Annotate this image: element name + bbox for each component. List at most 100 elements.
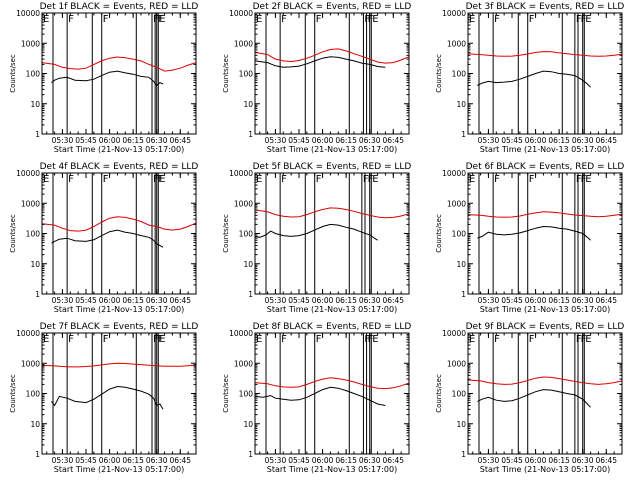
- x-tick-label: 06:15: [548, 136, 570, 145]
- series-line-events: [477, 389, 591, 408]
- x-tick-label: 05:45: [288, 296, 310, 305]
- y-axis-label: Counts/sec: [9, 374, 17, 413]
- plot-frame: [41, 332, 197, 455]
- x-tick-label: 05:45: [501, 136, 523, 145]
- x-tick-label: 06:00: [525, 456, 547, 465]
- series-line-lld: [41, 362, 197, 368]
- x-tick-label: 06:30: [572, 136, 594, 145]
- flag-label: E: [159, 14, 165, 25]
- y-tick-label: 100: [239, 70, 254, 79]
- x-tick-label: 05:45: [75, 296, 97, 305]
- x-tick-label: 05:45: [288, 136, 310, 145]
- flag-label: F: [281, 14, 287, 25]
- x-axis-label: Start Time (21-Nov-13 05:17:00): [54, 465, 184, 474]
- series-line-lld: [254, 48, 410, 64]
- y-tick-label: 1000: [447, 39, 466, 48]
- x-tick-label: 05:30: [265, 296, 287, 305]
- flag-label: F: [158, 14, 164, 25]
- plot-frame: [467, 12, 623, 135]
- flag-label: E: [469, 174, 475, 185]
- x-tick-label: 06:15: [335, 296, 357, 305]
- flag-label: E: [585, 174, 591, 185]
- series-line-lld: [254, 207, 410, 219]
- plot-frame: [254, 332, 410, 455]
- x-tick-label: 06:45: [169, 456, 191, 465]
- flag-label: F: [158, 334, 164, 345]
- x-tick-label: 06:15: [548, 456, 570, 465]
- flag-label: F: [576, 14, 582, 25]
- x-tick-label: 06:15: [122, 296, 144, 305]
- flag-label: E: [43, 334, 49, 345]
- flag-label: F: [103, 334, 109, 345]
- chart-title: Det 1f BLACK = Events, RED = LLD: [40, 2, 199, 12]
- y-tick-label: 1: [35, 450, 40, 459]
- flag-label: E: [43, 14, 49, 25]
- x-tick-label: 05:30: [265, 136, 287, 145]
- y-tick-label: 100: [239, 230, 254, 239]
- flag-label: F: [576, 174, 582, 185]
- series-line-events: [51, 229, 164, 248]
- x-tick-label: 06:15: [122, 136, 144, 145]
- flag-label: F: [581, 174, 587, 185]
- x-axis-label: Start Time (21-Nov-13 05:17:00): [267, 465, 397, 474]
- flag-label: E: [256, 174, 262, 185]
- x-tick-label: 06:30: [572, 296, 594, 305]
- y-tick-label: 1: [248, 450, 253, 459]
- flag-label: F: [368, 334, 374, 345]
- flag-label: E: [159, 174, 165, 185]
- x-tick-label: 05:45: [75, 456, 97, 465]
- y-tick-label: 1000: [234, 39, 253, 48]
- x-tick-label: 05:30: [265, 456, 287, 465]
- series-line-events: [254, 223, 378, 241]
- chart-title: Det 9f BLACK = Events, RED = LLD: [466, 322, 625, 332]
- x-tick-label: 06:00: [312, 296, 334, 305]
- x-tick-label: 06:30: [359, 136, 381, 145]
- x-tick-label: 06:30: [359, 296, 381, 305]
- y-tick-label: 1000: [447, 359, 466, 368]
- y-axis-label: Counts/sec: [435, 214, 443, 253]
- series-line-events: [254, 386, 386, 406]
- flag-label: F: [281, 334, 287, 345]
- x-axis-label: Start Time (21-Nov-13 05:17:00): [267, 145, 397, 154]
- x-tick-label: 06:15: [335, 136, 357, 145]
- y-tick-label: 10000: [16, 9, 40, 18]
- x-tick-label: 06:15: [122, 456, 144, 465]
- flag-label: E: [469, 14, 475, 25]
- y-tick-label: 100: [452, 390, 467, 399]
- y-axis-label: Counts/sec: [9, 214, 17, 253]
- y-tick-label: 1000: [234, 199, 253, 208]
- x-tick-label: 05:30: [478, 456, 500, 465]
- plot-frame: [41, 172, 197, 295]
- flag-label: E: [256, 14, 262, 25]
- plot-frame: [254, 12, 410, 135]
- x-tick-label: 06:30: [146, 456, 168, 465]
- x-tick-label: 06:45: [382, 456, 404, 465]
- flag-label: E: [372, 174, 378, 185]
- x-axis-label: Start Time (21-Nov-13 05:17:00): [480, 305, 610, 314]
- y-tick-label: 10000: [16, 329, 40, 338]
- x-axis-label: Start Time (21-Nov-13 05:17:00): [54, 305, 184, 314]
- y-tick-label: 10000: [442, 329, 466, 338]
- y-axis-label: Counts/sec: [222, 214, 230, 253]
- x-tick-label: 06:45: [382, 136, 404, 145]
- x-tick-label: 05:45: [288, 456, 310, 465]
- y-tick-label: 10: [30, 420, 40, 429]
- x-tick-label: 06:30: [146, 296, 168, 305]
- series-line-lld: [254, 377, 410, 390]
- series-line-events: [51, 70, 164, 87]
- x-axis-label: Start Time (21-Nov-13 05:17:00): [267, 305, 397, 314]
- y-tick-label: 10000: [442, 169, 466, 178]
- y-tick-label: 100: [452, 70, 467, 79]
- flag-label: F: [529, 334, 535, 345]
- chart-title: Det 7f BLACK = Events, RED = LLD: [40, 322, 199, 332]
- y-tick-label: 10: [243, 260, 253, 269]
- x-tick-label: 05:45: [501, 296, 523, 305]
- y-tick-label: 10: [30, 100, 40, 109]
- chart-title: Det 4f BLACK = Events, RED = LLD: [40, 162, 199, 172]
- flag-label: F: [364, 334, 370, 345]
- x-tick-label: 06:45: [595, 456, 617, 465]
- y-tick-label: 10000: [229, 329, 253, 338]
